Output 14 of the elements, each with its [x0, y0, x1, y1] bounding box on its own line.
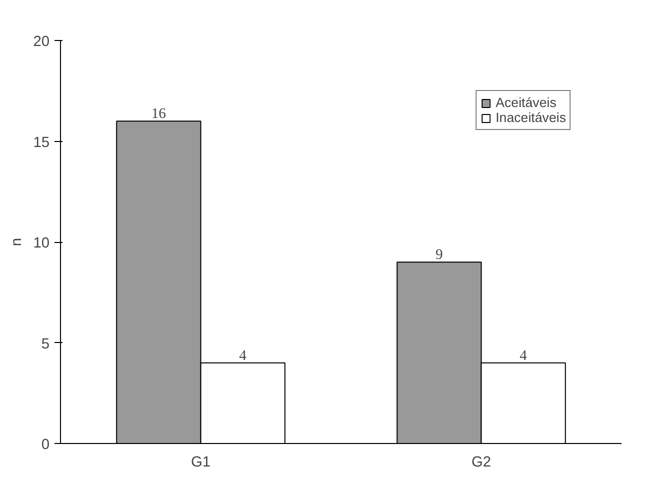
data-label: 4	[239, 348, 248, 364]
data-label: 4	[520, 348, 528, 364]
y-tick-label: 5	[41, 336, 50, 352]
y-tick-label: 0	[41, 437, 50, 453]
y-tick-label: 10	[33, 236, 50, 252]
x-tick-label: G2	[471, 454, 492, 470]
y-axis-title: n	[9, 238, 26, 246]
legend-label: Inaceitáveis	[496, 110, 566, 125]
x-tick-label: G1	[190, 454, 211, 470]
data-label: 9	[436, 247, 443, 264]
legend-label: Aceitáveis	[496, 95, 556, 110]
y-tick-label: 15	[33, 134, 50, 151]
y-tick-label: 20	[33, 34, 50, 50]
data-label: 16	[151, 106, 166, 122]
